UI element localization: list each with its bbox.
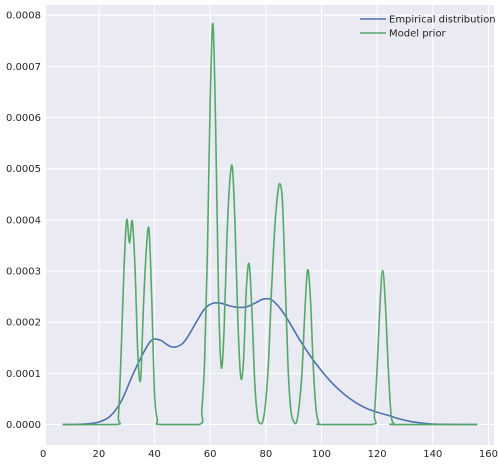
y-tick-label: 0.0000 [6,420,41,431]
x-tick-label: 0 [40,449,46,460]
y-tick-label: 0.0005 [6,164,41,175]
y-tick-label: 0.0008 [6,11,41,22]
x-tick-label: 100 [312,449,331,460]
plot-background [46,5,494,445]
y-tick-label: 0.0004 [6,215,41,226]
x-tick-label: 60 [204,449,217,460]
y-tick-label: 0.0007 [6,62,41,73]
x-tick-label: 40 [148,449,161,460]
x-tick-label: 80 [259,449,272,460]
y-tick-label: 0.0006 [6,113,41,124]
legend: Empirical distribution Model prior [360,15,496,40]
y-tick-label: 0.0001 [6,369,41,380]
tick-labels: 0 20 40 60 80 100 120 140 160 0.0000 0.0001 0.0002 0… [6,11,498,460]
y-tick-label: 0.0002 [6,318,41,329]
x-tick-label: 120 [368,449,387,460]
x-tick-label: 20 [93,449,106,460]
legend-label-empirical: Empirical distribution [389,15,496,26]
x-tick-label: 160 [479,449,498,460]
model-prior-line [62,23,478,426]
legend-label-model-prior: Model prior [389,29,447,40]
series-layer [62,23,478,426]
y-tick-label: 0.0003 [6,267,41,278]
x-tick-label: 140 [423,449,442,460]
